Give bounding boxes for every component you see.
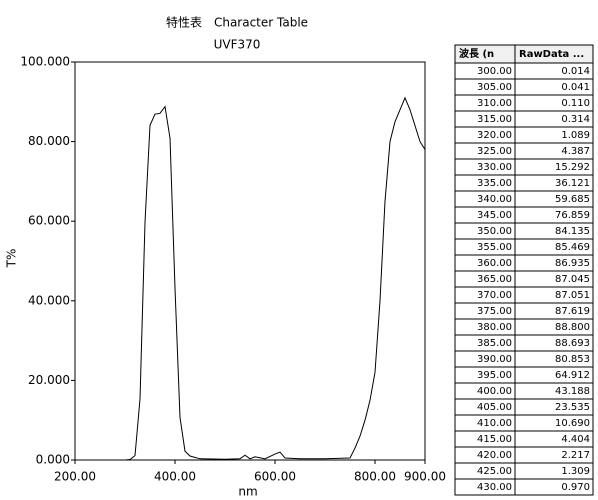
table-cell: 400.00 <box>477 386 512 397</box>
table-cell: 23.535 <box>555 402 590 413</box>
table-cell: 76.859 <box>555 210 590 221</box>
table-cell: 395.00 <box>477 370 512 381</box>
table-cell: 87.619 <box>555 306 590 317</box>
table-cell: 315.00 <box>477 114 512 125</box>
y-tick-label: 100.000 <box>20 55 70 69</box>
table-cell: 80.853 <box>555 354 590 365</box>
plot-frame <box>74 61 426 461</box>
table-cell: 305.00 <box>477 82 512 93</box>
table-cell: 425.00 <box>477 466 512 477</box>
table-cell: 87.051 <box>555 290 590 301</box>
x-tick-label: 800.00 <box>354 470 396 484</box>
table-cell: 88.693 <box>555 338 590 349</box>
table-cell: 36.121 <box>555 178 590 189</box>
table-cell: 310.00 <box>477 98 512 109</box>
table-cell: 325.00 <box>477 146 512 157</box>
table-cell: 370.00 <box>477 290 512 301</box>
table-cell: 0.314 <box>561 114 590 125</box>
y-tick-label: 60.000 <box>28 214 70 228</box>
x-tick-label: 900.00 <box>404 470 446 484</box>
table-cell: 84.135 <box>555 226 590 237</box>
x-tick-label: 200.00 <box>54 470 96 484</box>
table-cell: 405.00 <box>477 402 512 413</box>
y-tick-label: 40.000 <box>28 293 70 307</box>
y-tick-label: 0.000 <box>36 453 70 467</box>
chart-subtitle: UVF370 <box>214 38 261 52</box>
table-cell: 64.912 <box>555 370 590 381</box>
column-header: 波長 (n <box>459 47 494 60</box>
table-cell: 365.00 <box>477 274 512 285</box>
table-cell: 0.970 <box>561 482 590 493</box>
table-cell: 1.089 <box>561 130 590 141</box>
table-cell: 355.00 <box>477 242 512 253</box>
table-header-bg <box>454 44 594 64</box>
table-cell: 360.00 <box>477 258 512 269</box>
table-frame <box>454 44 594 496</box>
table-cell: 350.00 <box>477 226 512 237</box>
table-cell: 43.188 <box>555 386 590 397</box>
table-cell: 420.00 <box>477 450 512 461</box>
table-cell: 88.800 <box>555 322 590 333</box>
chart-title: 特性表 Character Table <box>166 15 308 30</box>
table-cell: 4.387 <box>561 146 590 157</box>
table-cell: 85.469 <box>555 242 590 253</box>
table-cell: 330.00 <box>477 162 512 173</box>
table-cell: 410.00 <box>477 418 512 429</box>
table-cell: 375.00 <box>477 306 512 317</box>
spectrum-line <box>75 96 426 461</box>
table-cell: 10.690 <box>555 418 590 429</box>
table-cell: 345.00 <box>477 210 512 221</box>
table-cell: 320.00 <box>477 130 512 141</box>
table-cell: 380.00 <box>477 322 512 333</box>
table-cell: 0.041 <box>561 82 590 93</box>
table-cell: 4.404 <box>561 434 590 445</box>
table-cell: 385.00 <box>477 338 512 349</box>
table-cell: 59.685 <box>555 194 590 205</box>
y-tick-label: 20.000 <box>28 373 70 387</box>
x-axis-label: nm <box>238 485 257 499</box>
table-cell: 340.00 <box>477 194 512 205</box>
table-cell: 87.045 <box>555 274 590 285</box>
table-cell: 1.309 <box>561 466 590 477</box>
table-cell: 415.00 <box>477 434 512 445</box>
table-cell: 430.00 <box>477 482 512 493</box>
table-cell: 0.110 <box>561 98 590 109</box>
x-tick-label: 600.00 <box>254 470 296 484</box>
column-header: RawData ... <box>519 49 584 60</box>
table-cell: 0.014 <box>561 66 590 77</box>
y-tick-label: 80.000 <box>28 134 70 148</box>
table-cell: 335.00 <box>477 178 512 189</box>
table-cell: 300.00 <box>477 66 512 77</box>
x-tick-label: 400.00 <box>154 470 196 484</box>
y-axis-label: T% <box>5 249 19 269</box>
table-cell: 2.217 <box>561 450 590 461</box>
table-cell: 86.935 <box>555 258 590 269</box>
table-cell: 15.292 <box>555 162 590 173</box>
table-cell: 390.00 <box>477 354 512 365</box>
